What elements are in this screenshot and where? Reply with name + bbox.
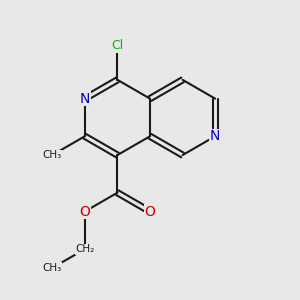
- Text: CH₂: CH₂: [75, 244, 94, 254]
- Text: CH₃: CH₃: [43, 263, 62, 273]
- Text: N: N: [80, 92, 90, 106]
- Text: O: O: [80, 205, 90, 218]
- Text: CH₃: CH₃: [43, 150, 62, 160]
- Text: N: N: [210, 129, 220, 143]
- Text: Cl: Cl: [111, 40, 124, 52]
- Text: O: O: [145, 205, 155, 218]
